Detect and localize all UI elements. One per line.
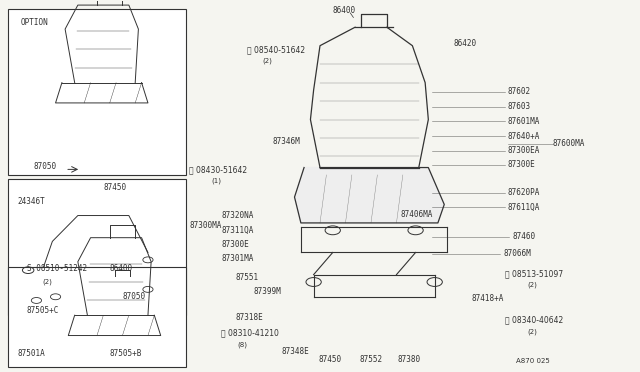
Text: S 08510-51242: S 08510-51242 bbox=[27, 264, 87, 273]
Text: (2): (2) bbox=[527, 329, 537, 335]
Text: Ⓢ 08540-51642: Ⓢ 08540-51642 bbox=[246, 45, 305, 54]
Text: 87300EA: 87300EA bbox=[508, 147, 540, 155]
Bar bbox=[8, 267, 186, 367]
Text: 87450: 87450 bbox=[103, 183, 127, 192]
Text: A870 025: A870 025 bbox=[516, 358, 549, 364]
Text: 87311QA: 87311QA bbox=[221, 226, 253, 235]
Text: 87050: 87050 bbox=[122, 292, 145, 301]
Text: 87600MA: 87600MA bbox=[552, 139, 585, 148]
Text: 86400: 86400 bbox=[333, 6, 356, 15]
Text: 87301MA: 87301MA bbox=[221, 254, 253, 263]
Text: 87050: 87050 bbox=[33, 163, 56, 171]
Text: 87380: 87380 bbox=[397, 355, 421, 364]
Text: 87066M: 87066M bbox=[504, 250, 531, 259]
Text: 87300E: 87300E bbox=[221, 240, 249, 249]
Text: 87300MA: 87300MA bbox=[189, 221, 221, 230]
Text: 87399M: 87399M bbox=[253, 287, 281, 296]
Text: 87640+A: 87640+A bbox=[508, 132, 540, 141]
Bar bbox=[8, 179, 186, 315]
Text: (1): (1) bbox=[212, 177, 221, 184]
Text: 87460: 87460 bbox=[513, 232, 536, 241]
Text: (2): (2) bbox=[43, 279, 52, 285]
Text: 87501A: 87501A bbox=[17, 349, 45, 358]
Text: 87346M: 87346M bbox=[272, 137, 300, 146]
Text: Ⓢ 08310-41210: Ⓢ 08310-41210 bbox=[221, 328, 279, 337]
Text: 87418+A: 87418+A bbox=[472, 294, 504, 303]
Text: (8): (8) bbox=[237, 341, 247, 348]
Text: 87300E: 87300E bbox=[508, 160, 536, 170]
Text: 87601MA: 87601MA bbox=[508, 117, 540, 126]
Text: 87611QA: 87611QA bbox=[508, 202, 540, 212]
Text: (2): (2) bbox=[262, 57, 273, 64]
Text: Ⓢ 08513-51097: Ⓢ 08513-51097 bbox=[505, 269, 563, 278]
Text: 87320NA: 87320NA bbox=[221, 211, 253, 220]
Text: 87318E: 87318E bbox=[236, 313, 264, 322]
Text: 87552: 87552 bbox=[360, 355, 383, 364]
Text: 87620PA: 87620PA bbox=[508, 188, 540, 197]
Text: 87505+B: 87505+B bbox=[109, 349, 142, 358]
Text: 87348E: 87348E bbox=[282, 347, 310, 356]
Text: 87505+C: 87505+C bbox=[27, 307, 60, 315]
Text: 86420: 86420 bbox=[454, 39, 477, 48]
Text: Ⓢ 08340-40642: Ⓢ 08340-40642 bbox=[505, 315, 563, 324]
Text: 87551: 87551 bbox=[236, 273, 259, 282]
Text: (2): (2) bbox=[527, 282, 537, 288]
Text: 87602: 87602 bbox=[508, 87, 531, 96]
Polygon shape bbox=[294, 167, 444, 223]
Text: 87450: 87450 bbox=[318, 355, 341, 364]
Text: 87603: 87603 bbox=[508, 102, 531, 111]
Text: OPTION: OPTION bbox=[20, 18, 48, 27]
Text: 24346T: 24346T bbox=[17, 198, 45, 206]
Text: Ⓢ 08430-51642: Ⓢ 08430-51642 bbox=[189, 165, 248, 174]
Text: 86400: 86400 bbox=[109, 264, 133, 273]
Bar bbox=[8, 9, 186, 175]
Text: 87406MA: 87406MA bbox=[400, 210, 433, 219]
